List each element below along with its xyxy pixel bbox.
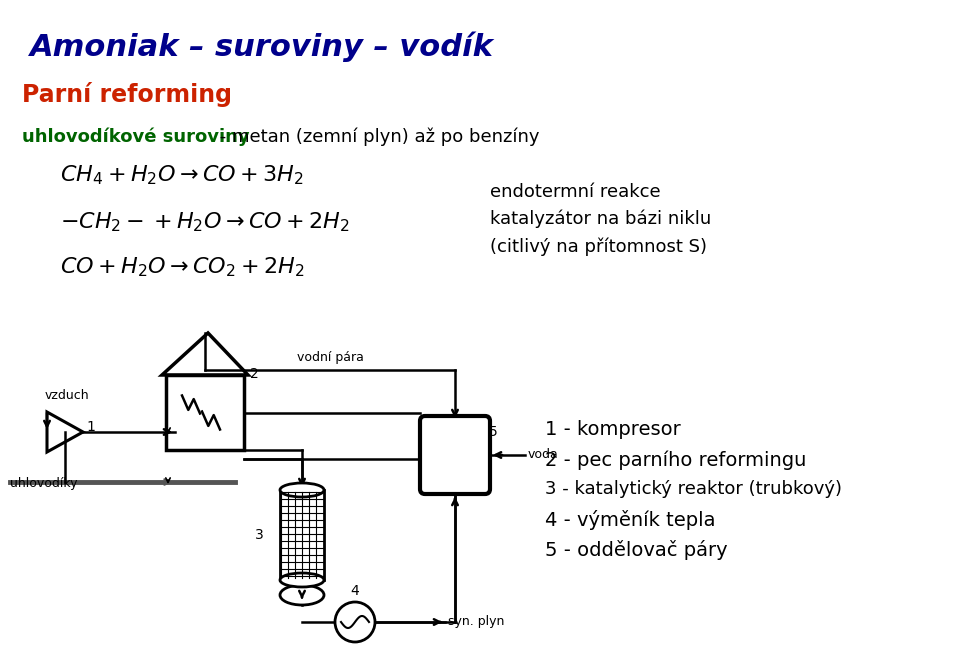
Text: syn. plyn: syn. plyn (448, 616, 504, 629)
Text: 1 - kompresor: 1 - kompresor (545, 420, 681, 439)
Text: (citlivý na přítomnost S): (citlivý na přítomnost S) (490, 237, 707, 256)
Text: 2: 2 (250, 367, 259, 381)
Circle shape (335, 602, 375, 642)
Text: - metan (zemní plyn) až po benzíny: - metan (zemní plyn) až po benzíny (214, 128, 540, 147)
Text: 3: 3 (255, 528, 264, 542)
Text: 2 - pec parního reformingu: 2 - pec parního reformingu (545, 450, 806, 469)
Text: voda: voda (528, 448, 559, 461)
Ellipse shape (280, 573, 324, 587)
Bar (280, 490, 324, 580)
Text: 5 - oddělovač páry: 5 - oddělovač páry (545, 540, 728, 560)
Text: 4: 4 (350, 584, 359, 598)
Text: $-CH_2-+H_2O\rightarrow CO+2H_2$: $-CH_2-+H_2O\rightarrow CO+2H_2$ (60, 210, 349, 234)
Text: vodní pára: vodní pára (297, 351, 364, 364)
Text: katalyzátor na bázi niklu: katalyzátor na bázi niklu (490, 210, 711, 228)
Text: 1: 1 (86, 420, 95, 434)
FancyBboxPatch shape (420, 416, 490, 494)
Text: $CH_4+H_2O\rightarrow CO+3H_2$: $CH_4+H_2O\rightarrow CO+3H_2$ (60, 163, 303, 187)
Text: $CO+H_2O\rightarrow CO_2+2H_2$: $CO+H_2O\rightarrow CO_2+2H_2$ (60, 255, 304, 279)
Text: uhlovodíky: uhlovodíky (10, 477, 78, 491)
Text: 5: 5 (489, 425, 497, 439)
Bar (166, 375, 244, 450)
Text: 4 - výměník tepla: 4 - výměník tepla (545, 510, 715, 530)
Text: vzduch: vzduch (45, 389, 89, 402)
Ellipse shape (280, 585, 324, 605)
Text: uhlovodíkové suroviny: uhlovodíkové suroviny (22, 128, 250, 147)
Text: endotermní reakce: endotermní reakce (490, 183, 660, 201)
Text: Amoniak – suroviny – vodík: Amoniak – suroviny – vodík (30, 32, 493, 62)
Ellipse shape (280, 483, 324, 497)
Text: 3 - katalytický reaktor (trubkový): 3 - katalytický reaktor (trubkový) (545, 480, 842, 498)
Text: Parní reforming: Parní reforming (22, 82, 232, 107)
